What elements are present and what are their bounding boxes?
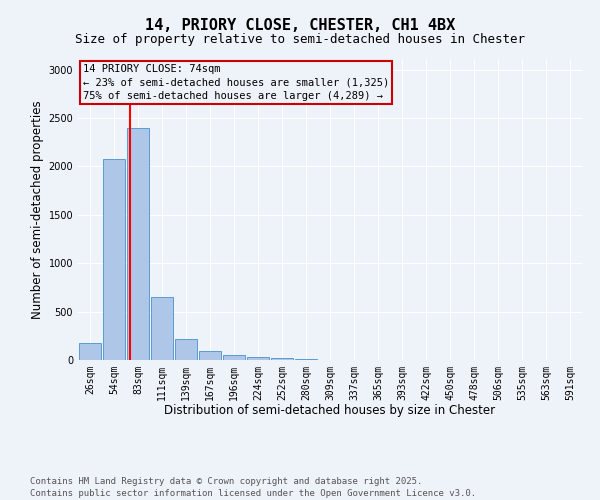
Bar — [247, 356, 269, 360]
X-axis label: Distribution of semi-detached houses by size in Chester: Distribution of semi-detached houses by … — [164, 404, 496, 417]
Bar — [151, 297, 173, 360]
Y-axis label: Number of semi-detached properties: Number of semi-detached properties — [31, 100, 44, 320]
Bar — [271, 358, 293, 360]
Bar — [127, 128, 149, 360]
Bar — [199, 352, 221, 360]
Bar — [103, 159, 125, 360]
Text: 14, PRIORY CLOSE, CHESTER, CH1 4BX: 14, PRIORY CLOSE, CHESTER, CH1 4BX — [145, 18, 455, 32]
Text: Size of property relative to semi-detached houses in Chester: Size of property relative to semi-detach… — [75, 32, 525, 46]
Bar — [295, 358, 317, 360]
Bar — [79, 343, 101, 360]
Bar — [223, 355, 245, 360]
Bar — [175, 339, 197, 360]
Text: 14 PRIORY CLOSE: 74sqm
← 23% of semi-detached houses are smaller (1,325)
75% of : 14 PRIORY CLOSE: 74sqm ← 23% of semi-det… — [83, 64, 389, 101]
Text: Contains HM Land Registry data © Crown copyright and database right 2025.
Contai: Contains HM Land Registry data © Crown c… — [30, 476, 476, 498]
